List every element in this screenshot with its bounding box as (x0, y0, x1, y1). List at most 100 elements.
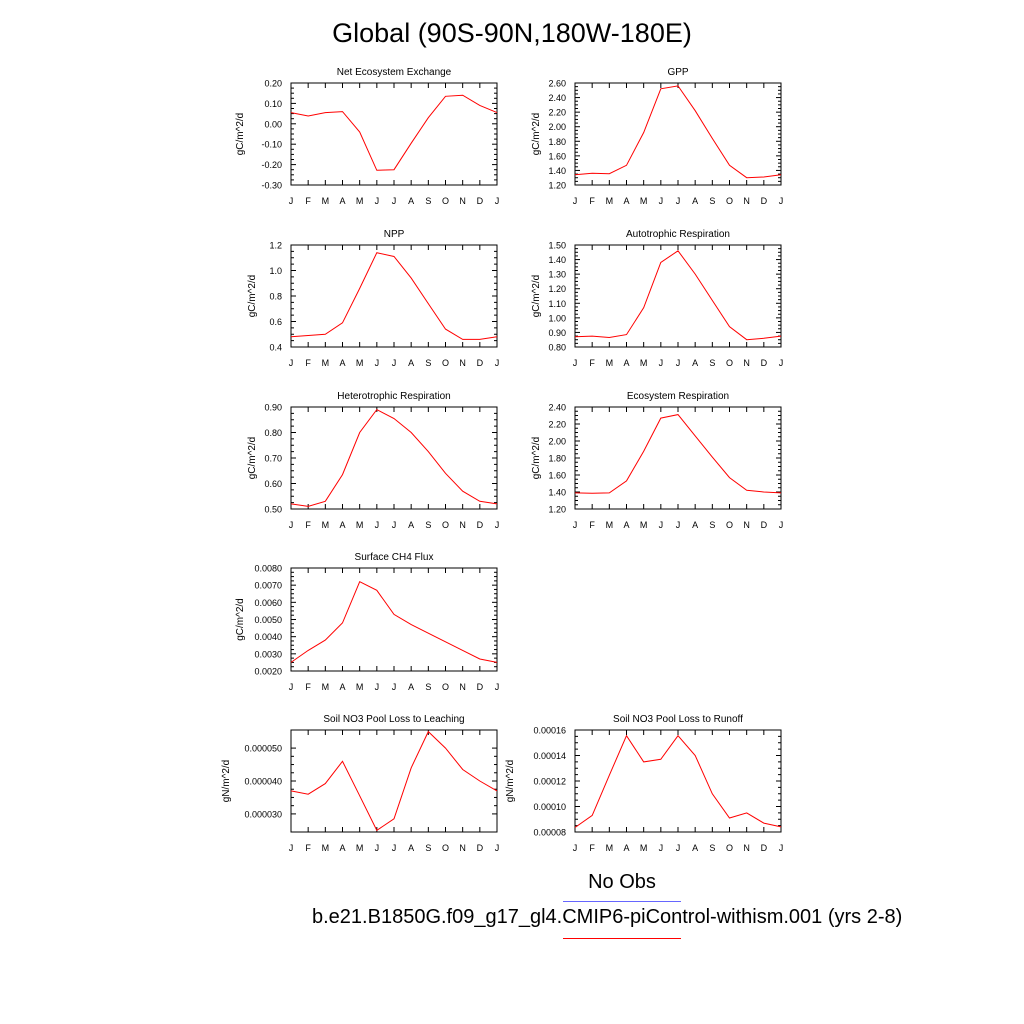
y-tick-label: 0.0040 (254, 632, 282, 642)
x-tick-label: J (495, 682, 500, 692)
y-axis-label: gC/m^2/d (247, 437, 258, 480)
x-tick-label: O (726, 196, 733, 206)
x-tick-label: O (442, 843, 449, 853)
x-tick-label: A (408, 843, 414, 853)
y-tick-label: 2.60 (548, 79, 566, 89)
y-tick-label: 1.20 (548, 284, 566, 294)
legend-case-line (563, 938, 681, 939)
x-tick-label: J (289, 682, 294, 692)
y-tick-label: 1.50 (548, 241, 566, 251)
x-tick-label: M (356, 196, 364, 206)
x-tick-label: A (339, 520, 345, 530)
x-tick-label: J (375, 682, 380, 692)
y-tick-label: 1.10 (548, 299, 566, 309)
x-tick-label: S (425, 682, 431, 692)
chart-panel: Soil NO3 Pool Loss to Leaching gN/m^2/d J F… (221, 714, 499, 853)
y-tick-label: 0.0060 (254, 598, 282, 608)
y-tick-label: 0.90 (264, 403, 282, 413)
x-tick-label: D (761, 358, 768, 368)
y-tick-label: 0.0020 (254, 667, 282, 677)
x-tick-label: S (709, 358, 715, 368)
y-tick-label: 0.0050 (254, 615, 282, 625)
legend-obs-label: No Obs (588, 871, 656, 893)
plot-frame (290, 567, 498, 672)
y-tick-label: 0.000050 (244, 744, 282, 754)
x-tick-label: J (573, 196, 578, 206)
x-tick-label: J (573, 843, 578, 853)
x-tick-label: N (459, 196, 466, 206)
x-tick-label: F (305, 843, 311, 853)
x-tick-label: J (392, 843, 397, 853)
legend-case-label: b.e21.B1850G.f09_g17_gl4.CMIP6-piControl… (312, 906, 903, 928)
x-tick-label: J (392, 196, 397, 206)
x-tick-label: D (477, 358, 484, 368)
plot-frame (574, 406, 782, 510)
x-tick-label: S (425, 843, 431, 853)
page-title: Global (90S-90N,180W-180E) (332, 18, 692, 48)
x-tick-label: O (442, 682, 449, 692)
y-tick-label: 2.40 (548, 403, 566, 413)
x-tick-label: J (495, 196, 500, 206)
y-tick-label: 1.40 (548, 488, 566, 498)
series-line (290, 408, 498, 507)
x-tick-label: M (640, 358, 648, 368)
plot-frame (290, 244, 498, 348)
x-tick-label: J (779, 358, 784, 368)
x-tick-label: A (339, 843, 345, 853)
plot-frame (574, 729, 782, 833)
y-tick-label: 0.00008 (533, 828, 566, 838)
panel-title: NPP (384, 229, 405, 240)
x-tick-label: A (692, 520, 698, 530)
x-tick-label: O (442, 520, 449, 530)
x-tick-label: M (356, 520, 364, 530)
series-line (290, 581, 498, 663)
y-axis-label: gC/m^2/d (235, 113, 246, 156)
x-tick-label: S (425, 196, 431, 206)
y-tick-label: 1.2 (269, 241, 282, 251)
x-tick-label: F (305, 196, 311, 206)
y-tick-label: 1.80 (548, 454, 566, 464)
y-tick-label: 0.80 (548, 343, 566, 353)
x-tick-label: A (408, 358, 414, 368)
y-tick-label: 0.8 (269, 292, 282, 302)
y-tick-label: 1.60 (548, 151, 566, 161)
x-tick-label: A (692, 843, 698, 853)
x-tick-label: N (743, 843, 750, 853)
legend-obs-line (563, 901, 681, 902)
x-tick-label: N (743, 520, 750, 530)
y-axis-label: gN/m^2/d (221, 760, 232, 803)
y-tick-label: 1.40 (548, 255, 566, 265)
x-tick-label: F (305, 520, 311, 530)
x-tick-label: A (408, 682, 414, 692)
x-tick-label: J (779, 196, 784, 206)
x-tick-label: J (779, 520, 784, 530)
y-tick-label: -0.10 (261, 140, 282, 150)
x-tick-label: A (623, 520, 629, 530)
x-tick-label: M (356, 682, 364, 692)
panel-title: Soil NO3 Pool Loss to Runoff (613, 714, 743, 725)
y-tick-label: 0.10 (264, 99, 282, 109)
y-axis-label: gC/m^2/d (235, 598, 246, 641)
x-tick-label: D (477, 520, 484, 530)
x-tick-label: M (356, 843, 364, 853)
x-tick-label: N (459, 358, 466, 368)
x-tick-label: A (692, 358, 698, 368)
x-tick-label: M (322, 196, 330, 206)
x-tick-label: D (761, 196, 768, 206)
x-tick-label: J (495, 358, 500, 368)
panel-title: Ecosystem Respiration (627, 391, 729, 402)
x-tick-label: O (726, 520, 733, 530)
y-tick-label: 1.0 (269, 266, 282, 276)
x-tick-label: N (743, 196, 750, 206)
x-tick-label: M (606, 843, 614, 853)
series-line (290, 252, 498, 340)
x-tick-label: D (761, 843, 768, 853)
y-tick-label: 1.20 (548, 505, 566, 515)
x-tick-label: J (375, 520, 380, 530)
